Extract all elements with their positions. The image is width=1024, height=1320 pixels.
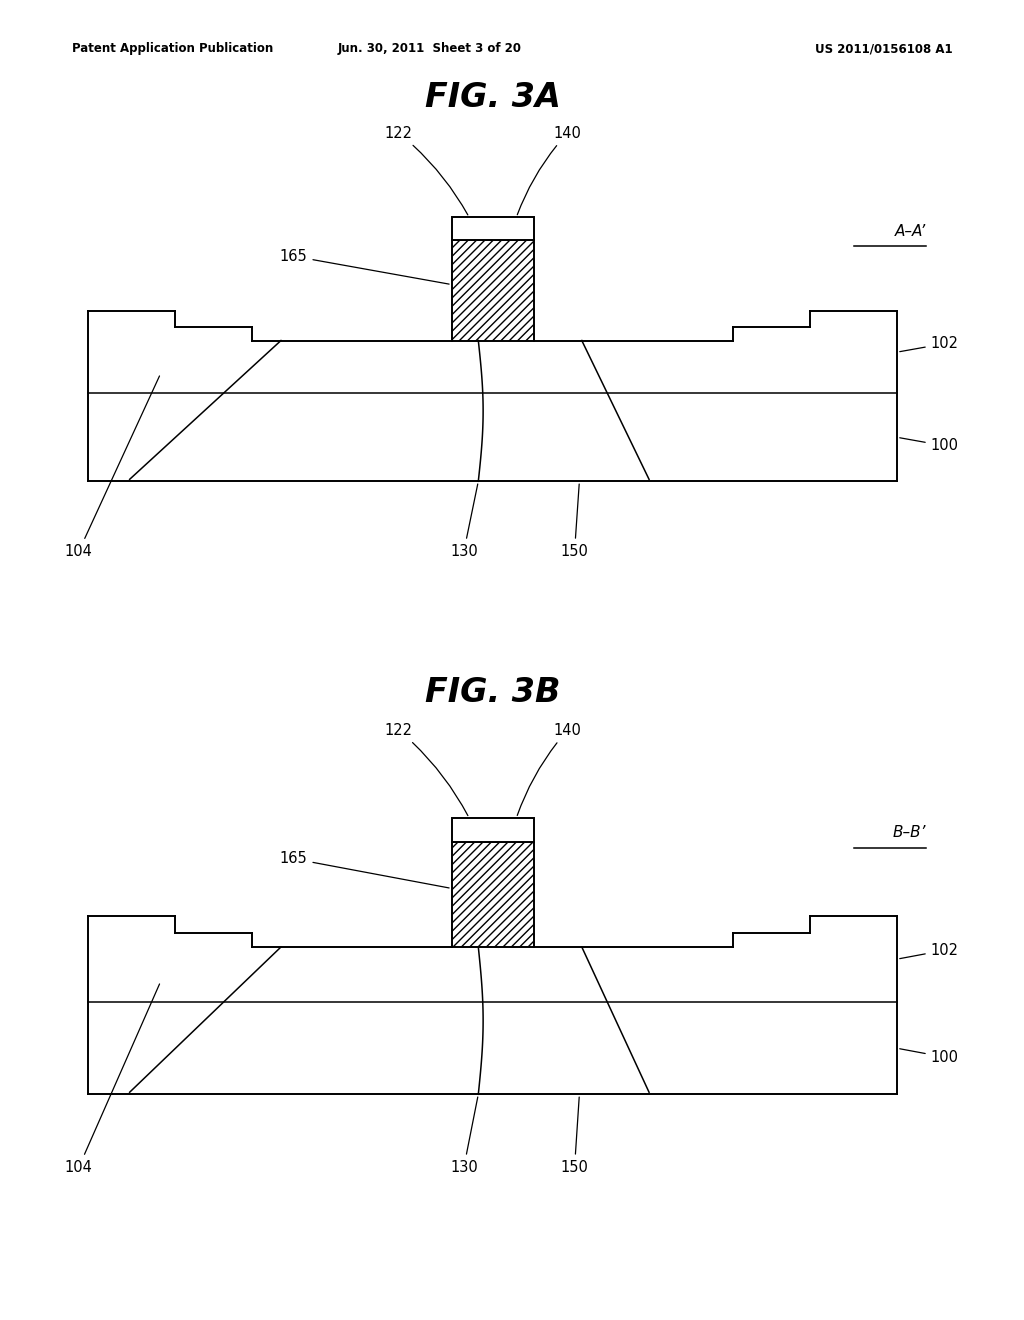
Text: B–B’: B–B’ xyxy=(892,825,926,841)
Text: 100: 100 xyxy=(900,1049,958,1065)
Text: 102: 102 xyxy=(900,337,958,351)
Text: 130: 130 xyxy=(450,484,478,558)
Text: 104: 104 xyxy=(65,983,160,1175)
Text: 165: 165 xyxy=(280,248,450,284)
Text: A–A’: A–A’ xyxy=(895,224,926,239)
Text: 150: 150 xyxy=(560,1097,589,1175)
Text: 102: 102 xyxy=(900,942,958,958)
Bar xyxy=(452,218,534,240)
Text: 122: 122 xyxy=(385,125,468,215)
Text: 150: 150 xyxy=(560,484,589,558)
Text: 104: 104 xyxy=(65,376,160,558)
Text: Jun. 30, 2011  Sheet 3 of 20: Jun. 30, 2011 Sheet 3 of 20 xyxy=(338,42,522,55)
Text: 140: 140 xyxy=(517,125,582,215)
Text: FIG. 3A: FIG. 3A xyxy=(425,81,561,114)
Text: FIG. 3B: FIG. 3B xyxy=(425,676,560,709)
Text: 140: 140 xyxy=(517,723,582,816)
Text: 100: 100 xyxy=(900,438,958,453)
Text: US 2011/0156108 A1: US 2011/0156108 A1 xyxy=(815,42,952,55)
Bar xyxy=(452,240,534,341)
Text: 165: 165 xyxy=(280,851,450,888)
Bar xyxy=(452,842,534,946)
Text: 122: 122 xyxy=(385,723,468,816)
Bar xyxy=(452,818,534,842)
Text: 130: 130 xyxy=(450,1097,478,1175)
Text: Patent Application Publication: Patent Application Publication xyxy=(72,42,273,55)
